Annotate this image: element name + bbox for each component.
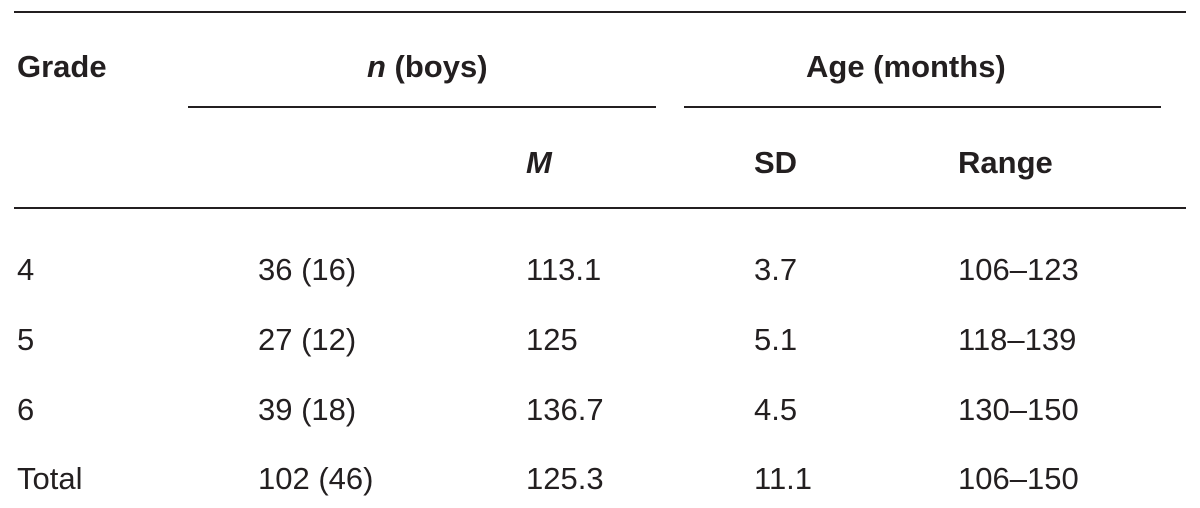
- row-grade-cell: 4: [17, 252, 35, 287]
- row-mean-cell: 113.1: [526, 252, 602, 287]
- header-n-label: (boys): [385, 49, 488, 84]
- header-range: Range: [958, 145, 1053, 180]
- row-mean-cell: 136.7: [526, 392, 604, 427]
- row-sd-cell: 5.1: [754, 322, 798, 357]
- n-boys-span-rule: [188, 106, 656, 108]
- header-grade: Grade: [17, 49, 107, 84]
- table-top-rule: [14, 11, 1186, 13]
- header-age-months: Age (months): [806, 49, 1006, 84]
- row-n-cell: 102 (46): [258, 461, 374, 496]
- header-sd: SD: [754, 145, 798, 180]
- row-n-cell: 27 (12): [258, 322, 357, 357]
- row-mean-cell: 125.3: [526, 461, 604, 496]
- row-n-cell: 39 (18): [258, 392, 357, 427]
- header-n-symbol: n: [367, 49, 386, 84]
- row-grade-cell: 5: [17, 322, 35, 357]
- row-mean-cell: 125: [526, 322, 578, 357]
- row-n-cell: 36 (16): [258, 252, 357, 287]
- header-mean: M: [526, 145, 552, 180]
- row-range-cell: 130–150: [958, 392, 1079, 427]
- row-sd-cell: 11.1: [754, 461, 813, 496]
- row-range-cell: 118–139: [958, 322, 1077, 357]
- row-grade-cell: Total: [17, 461, 83, 496]
- header-n-boys: n (boys): [367, 49, 488, 85]
- row-range-cell: 106–150: [958, 461, 1079, 496]
- row-grade-cell: 6: [17, 392, 35, 427]
- row-range-cell: 106–123: [958, 252, 1079, 287]
- row-sd-cell: 3.7: [754, 252, 798, 287]
- header-bottom-rule: [14, 207, 1186, 209]
- age-span-rule: [684, 106, 1161, 108]
- row-sd-cell: 4.5: [754, 392, 798, 427]
